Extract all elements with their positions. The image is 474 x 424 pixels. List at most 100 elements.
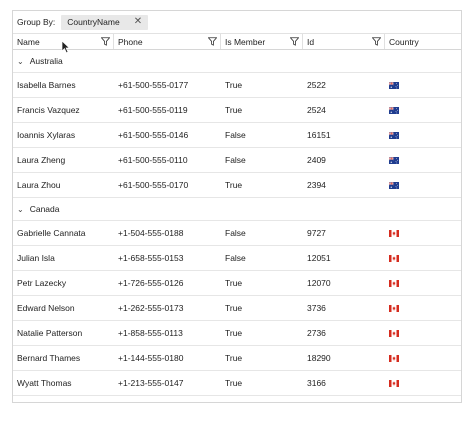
cell-is-member: True: [225, 353, 243, 363]
filter-icon[interactable]: [372, 37, 381, 46]
table-row[interactable]: Masaki Umeda+1-154-555-0148True9624: [13, 396, 461, 402]
group-chip-label: CountryName: [67, 17, 120, 27]
cell-name: Julian Isla: [17, 253, 55, 263]
table-row[interactable]: Laura Zhou +61-500-555-0170 True 2394: [13, 173, 461, 198]
group-by-label: Group By:: [17, 17, 56, 27]
cell-country: [385, 278, 461, 288]
cell-id: 2524: [307, 105, 326, 115]
table-row[interactable]: Bernard Thames +1-144-555-0180 True 18290: [13, 346, 461, 371]
column-header-country[interactable]: Country: [385, 34, 461, 49]
cell-phone: +61-500-555-0110: [118, 155, 188, 165]
australia-flag-icon: [389, 182, 399, 190]
canada-flag-icon: [389, 305, 399, 313]
data-grid: Group By: CountryName ✕ Name Phone Is Me…: [12, 10, 462, 403]
cell-name: Laura Zhou: [17, 180, 61, 190]
cell-country: [385, 253, 461, 263]
cell-phone: +1-726-555-0126: [118, 278, 184, 288]
grid-body: ⌄ Australia Isabella Barnes +61-500-555-017…: [13, 50, 461, 402]
cell-phone: +1-504-555-0188: [118, 228, 184, 238]
cell-country: [385, 328, 461, 338]
group-chip-countryname[interactable]: CountryName ✕: [61, 14, 149, 30]
chevron-down-icon[interactable]: ⌄: [17, 56, 24, 66]
table-row[interactable]: Wyatt Thomas +1-213-555-0147 True 3166: [13, 371, 461, 396]
cell-phone: +61-500-555-0146: [118, 130, 189, 140]
table-row[interactable]: Isabella Barnes +61-500-555-0177 True 2522: [13, 73, 461, 98]
cell-phone: +1-213-555-0147: [118, 378, 184, 388]
table-row[interactable]: Gabrielle Cannata +1-504-555-0188 False 972…: [13, 221, 461, 246]
column-header-name[interactable]: Name: [13, 34, 114, 49]
cell-country: [385, 80, 461, 90]
canada-flag-icon: [389, 230, 399, 238]
cell-is-member: True: [225, 303, 243, 313]
group-title: Australia: [29, 56, 63, 66]
canada-flag-icon: [389, 380, 399, 388]
cell-country: [385, 155, 461, 165]
cell-phone: +1-858-555-0113: [118, 328, 183, 338]
cell-phone: +61-500-555-0170: [118, 180, 189, 190]
group-title: Canada: [29, 204, 60, 214]
cell-name: Wyatt Thomas: [17, 378, 72, 388]
australia-flag-icon: [389, 107, 399, 115]
cell-is-member: False: [225, 155, 246, 165]
cell-phone: +61-500-555-0177: [118, 80, 189, 90]
australia-flag-icon: [389, 82, 399, 90]
cell-is-member: True: [225, 105, 243, 115]
table-row[interactable]: Laura Zheng +61-500-555-0110 False 2409: [13, 148, 461, 173]
column-header-is-member[interactable]: Is Member: [221, 34, 303, 49]
cell-id: 16151: [307, 130, 331, 140]
close-icon[interactable]: ✕: [133, 16, 143, 27]
chevron-down-icon[interactable]: ⌄: [17, 204, 24, 214]
cell-is-member: True: [225, 80, 243, 90]
cell-country: [385, 378, 461, 388]
cell-phone: +61-500-555-0119: [118, 105, 188, 115]
canada-flag-icon: [389, 355, 399, 363]
column-header-id[interactable]: Id: [303, 34, 385, 49]
cell-id: 3736: [307, 303, 326, 313]
table-row[interactable]: Francis Vazquez +61-500-555-0119 True 2524: [13, 98, 461, 123]
cell-is-member: True: [225, 378, 243, 388]
column-header-label: Name: [17, 36, 40, 47]
column-header-label: Is Member: [225, 36, 266, 47]
cell-is-member: True: [225, 278, 243, 288]
cell-id: 2394: [307, 180, 326, 190]
table-row[interactable]: Julian Isla +1-658-555-0153 False 12051: [13, 246, 461, 271]
group-by-panel: Group By: CountryName ✕: [13, 11, 461, 34]
filter-icon[interactable]: [208, 37, 217, 46]
column-header-label: Country: [389, 36, 419, 47]
cell-is-member: False: [225, 228, 246, 238]
cell-id: 18290: [307, 353, 331, 363]
cell-phone: +1-144-555-0180: [118, 353, 184, 363]
table-row[interactable]: Petr Lazecky +1-726-555-0126 True 12070: [13, 271, 461, 296]
cell-name: Gabrielle Cannata: [17, 228, 86, 238]
cell-is-member: True: [225, 180, 243, 190]
group-row-canada[interactable]: ⌄ Canada: [13, 198, 461, 221]
cell-country: [385, 105, 461, 115]
cell-name: Petr Lazecky: [17, 278, 67, 288]
cell-id: 2522: [307, 80, 326, 90]
cell-country: [385, 228, 461, 238]
cell-id: 3166: [307, 378, 326, 388]
cell-country: [385, 303, 461, 313]
cell-phone: +1-262-555-0173: [118, 303, 184, 313]
table-row[interactable]: Edward Nelson +1-262-555-0173 True 3736: [13, 296, 461, 321]
cell-is-member: False: [225, 253, 246, 263]
mouse-pointer-icon: [61, 40, 71, 54]
cell-is-member: False: [225, 130, 246, 140]
column-header-row: Name Phone Is Member Id Country: [13, 34, 461, 50]
filter-icon[interactable]: [290, 37, 299, 46]
cell-is-member: True: [225, 328, 243, 338]
filter-icon[interactable]: [101, 37, 110, 46]
australia-flag-icon: [389, 132, 399, 140]
column-header-label: Phone: [118, 36, 143, 47]
cell-country: [385, 180, 461, 190]
table-row[interactable]: Ioannis Xylaras +61-500-555-0146 False 1615…: [13, 123, 461, 148]
column-header-phone[interactable]: Phone: [114, 34, 221, 49]
table-row[interactable]: Natalie Patterson +1-858-555-0113 True 2736: [13, 321, 461, 346]
cell-id: 2409: [307, 155, 326, 165]
cell-id: 9727: [307, 228, 326, 238]
canada-flag-icon: [389, 280, 399, 288]
group-row-australia[interactable]: ⌄ Australia: [13, 50, 461, 73]
cell-name: Natalie Patterson: [17, 328, 83, 338]
canada-flag-icon: [389, 330, 399, 338]
cell-name: Isabella Barnes: [17, 80, 76, 90]
